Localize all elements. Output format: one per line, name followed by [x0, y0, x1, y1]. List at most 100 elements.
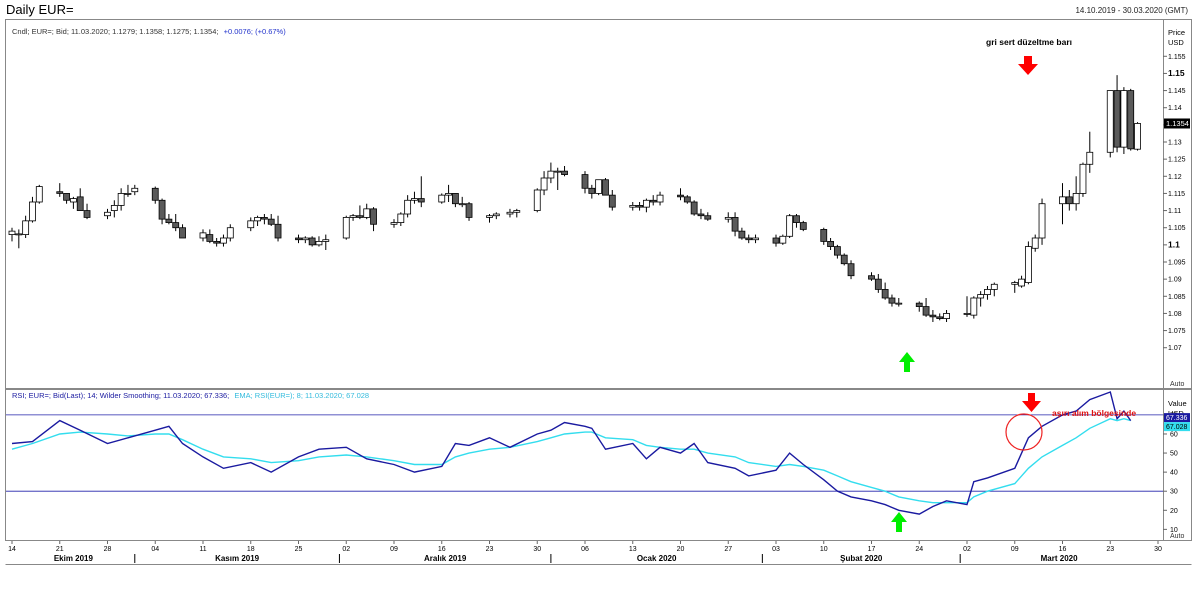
candle-body: [581, 174, 589, 189]
candle-body: [649, 199, 657, 203]
candle-body: [370, 208, 377, 225]
price-tick-label: 1.095: [1168, 260, 1186, 267]
overbought-circle: [1005, 413, 1043, 451]
candle: [704, 212, 712, 221]
candle-body: [704, 215, 712, 220]
price-tick-label: 1.125: [1168, 157, 1186, 164]
candle: [295, 234, 302, 244]
candle-body: [342, 217, 350, 239]
candle-body: [267, 218, 275, 225]
x-tick-label: 16: [438, 546, 446, 553]
candle: [772, 234, 780, 247]
candle-body: [697, 213, 705, 217]
candle-body: [506, 211, 514, 215]
candle: [315, 236, 323, 247]
candle: [131, 184, 139, 196]
annotation-top: gri sert düzeltme barı: [986, 37, 1072, 47]
x-tick-label: 10: [820, 546, 828, 553]
candle: [1024, 241, 1032, 285]
ema-last-badge: 67.028: [1164, 422, 1190, 432]
candle: [104, 208, 111, 220]
candle-body: [172, 222, 180, 229]
price-tick-label: 1.115: [1168, 191, 1185, 198]
candle-body: [922, 306, 930, 316]
candle-body: [731, 217, 739, 232]
x-tick-label: 27: [724, 546, 732, 553]
candle: [677, 188, 684, 201]
price-auto-label: Auto: [1170, 381, 1185, 388]
candle: [1031, 234, 1039, 252]
candle: [970, 296, 978, 319]
candle: [349, 214, 357, 221]
candle-body: [8, 230, 16, 235]
candle-body: [404, 199, 412, 215]
candle-body: [840, 254, 848, 265]
candle-body: [554, 170, 562, 173]
candle: [63, 193, 70, 204]
candle: [595, 179, 603, 196]
candle-body: [22, 220, 30, 235]
candle-body: [799, 222, 807, 230]
candle-body: [683, 196, 691, 203]
price-tick-label: 1.075: [1168, 328, 1186, 335]
candle: [929, 310, 937, 322]
annotation-rsi: aşırı alım bölgesinde: [1052, 408, 1136, 418]
candle-body: [254, 217, 261, 222]
red-down-arrow-rsi-icon: [1022, 393, 1041, 412]
price-tick-label: 1.1: [1168, 239, 1180, 249]
x-tick-label: 23: [1106, 546, 1114, 553]
candle: [847, 260, 855, 280]
candle: [799, 220, 807, 232]
candle: [308, 236, 316, 247]
candle: [881, 282, 889, 300]
candle-body: [15, 233, 23, 236]
candle-body: [990, 283, 998, 290]
candle: [1113, 75, 1121, 153]
candle-body: [915, 302, 923, 307]
candle-body: [642, 199, 650, 208]
x-tick-label: 06: [581, 546, 589, 553]
price-legend-main: Cndl; EUR=; Bid; 11.03.2020; 1.1279; 1.1…: [12, 27, 218, 36]
candle: [1120, 87, 1128, 154]
candle-body: [1120, 90, 1128, 148]
candle-body: [936, 316, 944, 319]
candle-body: [1065, 196, 1073, 205]
candle: [8, 227, 16, 242]
candle: [874, 274, 882, 293]
candle: [779, 234, 787, 245]
candle: [690, 200, 698, 216]
candle-body: [1079, 163, 1087, 194]
candle-body: [888, 297, 896, 304]
candle-body: [793, 215, 800, 223]
price-tick-label: 1.105: [1168, 225, 1186, 232]
green-up-arrow-rsi-icon: [891, 512, 907, 532]
candle: [888, 294, 896, 307]
rsi-series-line: [11, 391, 1132, 515]
candle: [165, 214, 173, 225]
candle: [588, 184, 596, 199]
candle-body: [629, 205, 637, 208]
x-tick-label: 11: [199, 546, 206, 553]
candle-body: [1018, 278, 1025, 287]
candle-body: [179, 227, 186, 239]
last-price-badge: 1.1354: [1164, 118, 1190, 129]
x-tick-label: 13: [629, 546, 637, 553]
candle-body: [1113, 90, 1121, 148]
candle: [608, 190, 616, 211]
candle: [1134, 122, 1141, 151]
candle-body: [131, 187, 139, 193]
candle: [179, 224, 186, 239]
candle-body: [724, 217, 732, 220]
x-tick-label: 30: [533, 546, 541, 553]
candle-body: [206, 234, 214, 242]
x-tick-label: 17: [868, 546, 876, 553]
candle-body: [29, 201, 36, 222]
rsi-last-badge: 67.336: [1164, 413, 1190, 423]
candle-body: [390, 222, 398, 225]
price-legend: Cndl; EUR=; Bid; 11.03.2020; 1.1279; 1.1…: [12, 27, 286, 36]
x-tick-label: 18: [247, 546, 255, 553]
candle-body: [76, 196, 84, 211]
x-tick-label: 30: [1154, 546, 1162, 553]
candle: [1059, 183, 1066, 225]
